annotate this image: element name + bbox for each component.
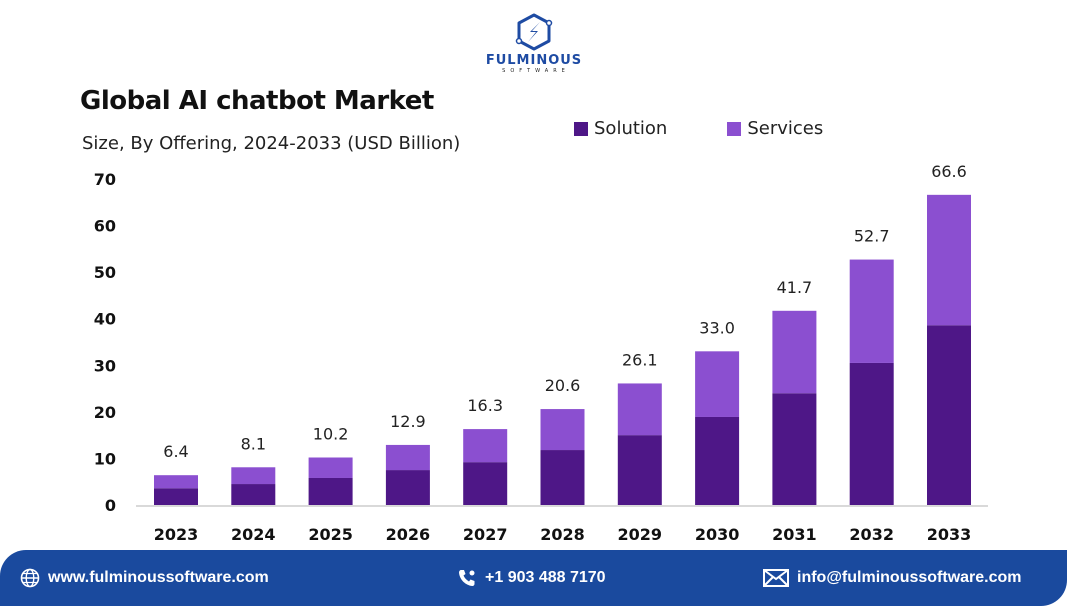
brand-name: FULMINOUS bbox=[485, 53, 583, 68]
bar-solution-2026 bbox=[385, 470, 430, 505]
data-label-total: 16.3 bbox=[467, 396, 503, 415]
phone-icon bbox=[459, 570, 475, 586]
data-label-total: 66.6 bbox=[931, 162, 967, 181]
bar-services-2025 bbox=[308, 457, 353, 478]
data-label-total: 6.4 bbox=[163, 442, 188, 461]
bar-services-2023 bbox=[154, 475, 198, 489]
legend-item-solution: Solution bbox=[574, 118, 667, 139]
company-logo: FULMINOUS SOFTWARE bbox=[482, 12, 586, 82]
stacked-bar-chart: 0102030405060706.420238.1202410.2202512.… bbox=[94, 162, 988, 544]
data-label-total: 26.1 bbox=[622, 350, 658, 369]
bar-services-2024 bbox=[231, 467, 276, 485]
x-tick-label: 2026 bbox=[386, 525, 431, 544]
footer-email[interactable]: info@fulminoussoftware.com bbox=[763, 550, 1022, 606]
bar-solution-2025 bbox=[308, 477, 353, 505]
y-tick-label: 70 bbox=[94, 170, 116, 189]
bar-services-2032 bbox=[849, 259, 894, 363]
envelope-icon bbox=[763, 569, 789, 587]
footer-website[interactable]: www.fulminoussoftware.com bbox=[20, 550, 269, 606]
data-label-total: 10.2 bbox=[313, 424, 349, 443]
y-tick-label: 30 bbox=[94, 356, 116, 375]
x-tick-label: 2024 bbox=[231, 525, 276, 544]
data-label-total: 52.7 bbox=[854, 227, 890, 246]
data-label-total: 8.1 bbox=[241, 434, 266, 453]
brand-subname: SOFTWARE bbox=[502, 68, 570, 74]
legend-item-services: Services bbox=[727, 118, 823, 139]
chart-legend: Solution Services bbox=[574, 118, 823, 139]
bar-solution-2028 bbox=[540, 450, 585, 505]
bar-solution-2027 bbox=[463, 462, 508, 505]
y-tick-label: 20 bbox=[94, 403, 116, 422]
bar-solution-2029 bbox=[617, 435, 662, 505]
bar-solution-2024 bbox=[231, 484, 276, 505]
email-address[interactable]: info@fulminoussoftware.com bbox=[797, 569, 1022, 586]
footer-phone[interactable]: +1 903 488 7170 bbox=[457, 550, 606, 606]
x-tick-label: 2029 bbox=[618, 525, 663, 544]
data-label-total: 33.0 bbox=[699, 318, 735, 337]
chart-title: Global AI chatbot Market bbox=[80, 86, 434, 116]
legend-label-solution: Solution bbox=[594, 118, 668, 139]
bar-solution-2032 bbox=[849, 362, 894, 505]
bar-services-2033 bbox=[927, 194, 971, 326]
lightning-hexagon-icon bbox=[515, 13, 553, 51]
legend-label-services: Services bbox=[747, 118, 824, 139]
bar-services-2030 bbox=[695, 351, 740, 417]
data-label-total: 41.7 bbox=[777, 278, 813, 297]
data-label-total: 20.6 bbox=[545, 376, 581, 395]
website-link[interactable]: www.fulminoussoftware.com bbox=[48, 569, 269, 586]
bar-solution-2033 bbox=[927, 325, 971, 505]
legend-swatch-solution bbox=[574, 121, 588, 136]
legend-swatch-services bbox=[727, 121, 742, 136]
y-tick-label: 10 bbox=[94, 449, 116, 468]
chart-subtitle: Size, By Offering, 2024-2033 (USD Billio… bbox=[82, 133, 461, 154]
y-tick-label: 60 bbox=[94, 217, 116, 236]
phone-number[interactable]: +1 903 488 7170 bbox=[485, 569, 606, 586]
bar-solution-2030 bbox=[695, 416, 740, 505]
bar-services-2031 bbox=[772, 310, 817, 394]
x-tick-label: 2025 bbox=[308, 525, 353, 544]
y-tick-label: 40 bbox=[94, 310, 116, 329]
y-tick-label: 0 bbox=[105, 496, 116, 515]
x-tick-label: 2023 bbox=[154, 525, 199, 544]
x-tick-label: 2027 bbox=[463, 525, 508, 544]
bar-services-2026 bbox=[385, 444, 430, 471]
x-tick-label: 2028 bbox=[540, 525, 585, 544]
footer-bar: www.fulminoussoftware.com +1 903 488 717… bbox=[0, 550, 1067, 606]
bar-solution-2023 bbox=[154, 488, 198, 505]
y-tick-label: 50 bbox=[94, 263, 116, 282]
data-label-total: 12.9 bbox=[390, 412, 426, 431]
bar-solution-2031 bbox=[772, 393, 817, 505]
x-tick-label: 2030 bbox=[695, 525, 740, 544]
globe-icon bbox=[20, 568, 40, 588]
x-tick-label: 2031 bbox=[772, 525, 817, 544]
bar-services-2029 bbox=[617, 383, 662, 436]
bar-services-2028 bbox=[540, 409, 585, 451]
bar-services-2027 bbox=[463, 429, 508, 463]
x-tick-label: 2032 bbox=[849, 525, 894, 544]
x-tick-label: 2033 bbox=[927, 525, 972, 544]
